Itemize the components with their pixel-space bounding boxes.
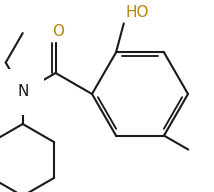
Text: HO: HO xyxy=(126,5,149,21)
Text: O: O xyxy=(52,24,64,39)
Text: N: N xyxy=(17,84,28,99)
